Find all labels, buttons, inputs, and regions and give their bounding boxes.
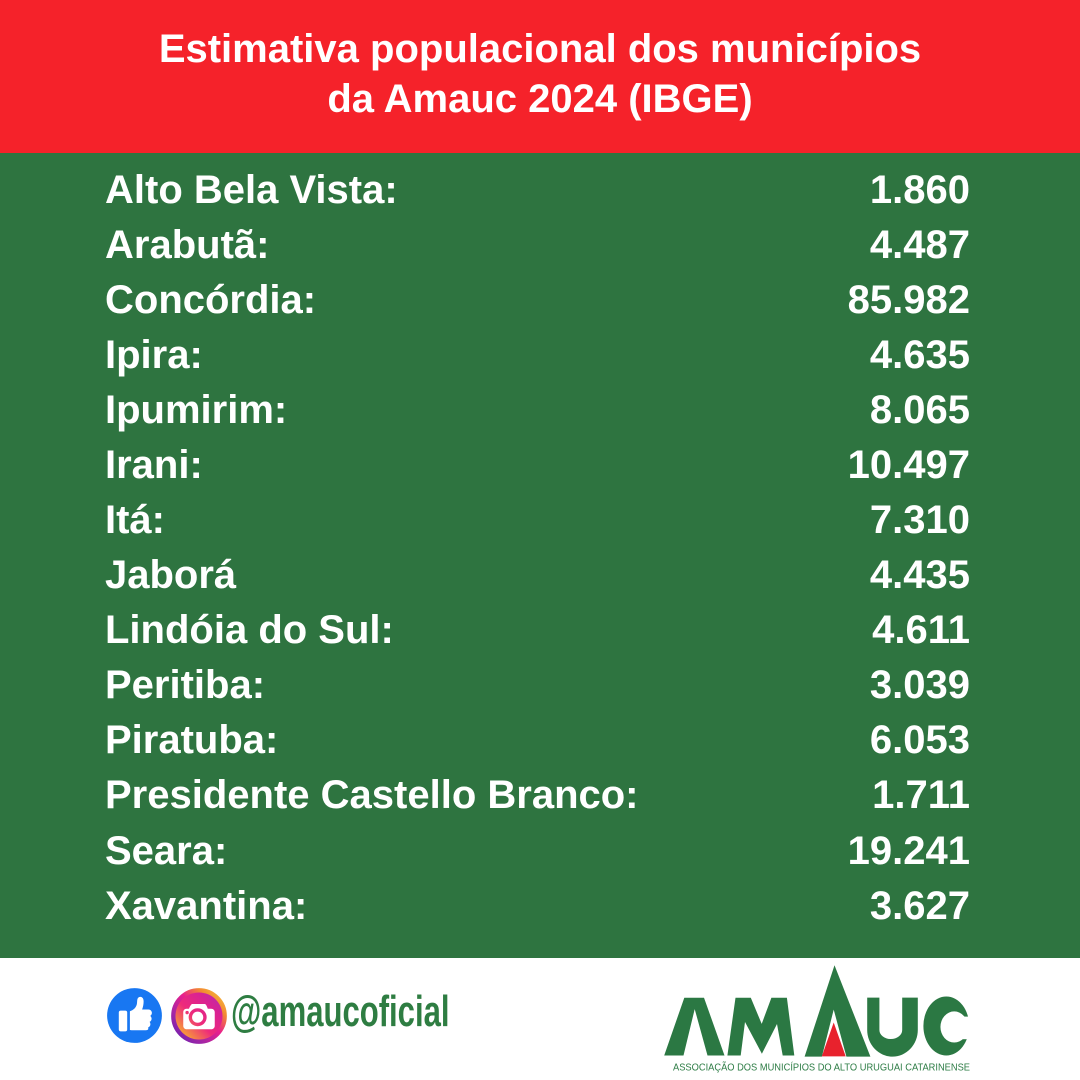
- svg-text:ASSOCIAÇÃO DOS MUNICÍPIOS DO A: ASSOCIAÇÃO DOS MUNICÍPIOS DO ALTO URUGUA…: [673, 1061, 970, 1074]
